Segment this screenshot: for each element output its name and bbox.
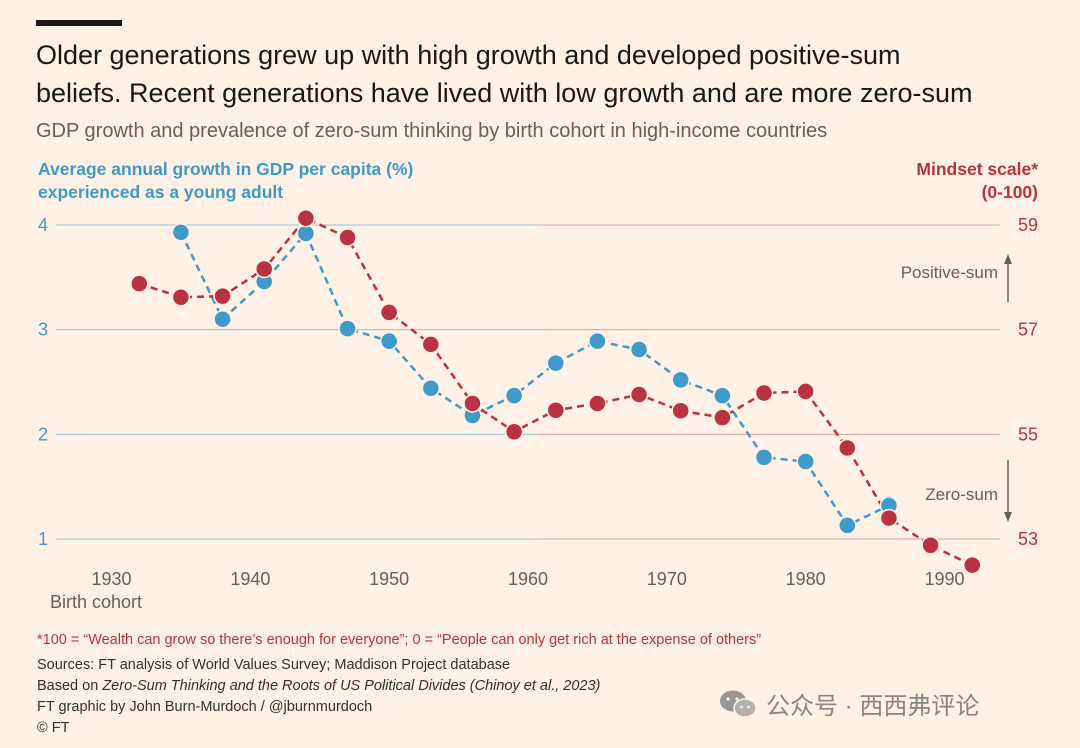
x-tick-label: 1970	[647, 569, 687, 589]
growth-point	[713, 386, 732, 405]
annotations: Positive-sum Zero-sum	[901, 254, 1012, 522]
watermark-text: 公众号 · 西西弗评论	[766, 693, 980, 720]
copyright-line: © FT	[37, 720, 70, 736]
chart-subtitle: GDP growth and prevalence of zero-sum th…	[36, 120, 828, 142]
growth-point	[171, 223, 191, 242]
growth-point	[421, 379, 441, 398]
x-tick-label: 1930	[92, 569, 132, 589]
annotation-positive-sum: Positive-sum	[901, 263, 998, 282]
y-left-tick-label: 3	[38, 320, 48, 340]
left-axis-title-line-2: experienced as a young adult	[38, 182, 284, 202]
growth-point	[213, 309, 232, 329]
right-axis-title-line-1: Mindset scale*	[916, 159, 1038, 179]
mindset-point	[962, 555, 982, 575]
sources-block: Sources: FT analysis of World Values Sur…	[37, 655, 600, 739]
mindset-point	[879, 508, 899, 528]
growth-point	[671, 370, 690, 390]
mindset-point	[463, 394, 482, 413]
growth-point	[588, 331, 607, 351]
right-axis-title-line-2: (0-100)	[981, 182, 1038, 202]
credit-line: FT graphic by John Burn-Murdoch / @jburn…	[37, 699, 373, 715]
growth-point	[338, 319, 357, 338]
mindset-point	[504, 422, 524, 441]
y-right-tick-label: 53	[1018, 529, 1038, 549]
growth-point	[838, 516, 857, 535]
y-left-tick-label: 1	[38, 529, 48, 549]
wechat-icon	[720, 690, 757, 718]
paper-citation: Zero-Sum Thinking and the Roots of US Po…	[102, 678, 601, 694]
x-tick-label: 1960	[508, 569, 548, 589]
based-on-prefix: Based on	[37, 678, 103, 694]
mindset-point	[296, 208, 316, 228]
wechat-watermark: 公众号 · 西西弗评论	[718, 686, 979, 721]
mindset-point	[254, 259, 274, 279]
growth-point	[754, 448, 774, 467]
chart-svg: 1 53 2 55 3 57 4 59 1930 1940 1950 1960 1970 1980 1990…	[38, 208, 1038, 612]
title-line-2: beliefs. Recent generations have lived w…	[36, 78, 973, 108]
growth-point	[504, 386, 524, 405]
footnote: *100 = “Wealth can grow so there’s enoug…	[37, 632, 762, 648]
mindset-point	[171, 287, 191, 307]
y-left-tick-label: 4	[38, 215, 48, 235]
mindset-point	[671, 401, 690, 421]
growth-point	[629, 340, 649, 359]
growth-point	[379, 331, 399, 351]
mindset-point	[421, 335, 441, 354]
sources-line: Sources: FT analysis of World Values Sur…	[37, 657, 511, 673]
mindset-point	[130, 274, 149, 293]
gridlines	[56, 224, 1000, 540]
x-tick-label: 1950	[369, 569, 409, 589]
mindset-point	[921, 536, 940, 555]
annotation-zero-sum: Zero-sum	[925, 485, 998, 504]
arrow-down-icon	[1004, 460, 1012, 522]
mindset-point	[338, 228, 357, 247]
mindset-point	[838, 438, 857, 458]
right-axis-title: Mindset scale* (0-100)	[916, 158, 1038, 204]
y-right-tick-label: 55	[1018, 424, 1038, 444]
x-tick-label: 1940	[230, 569, 270, 589]
y-right-tick-label: 57	[1018, 320, 1038, 340]
y-left-tick-label: 2	[38, 424, 48, 444]
mindset-point	[796, 382, 815, 401]
x-tick-label: 1990	[924, 569, 964, 589]
mindset-point	[713, 408, 732, 427]
mindset-point	[629, 385, 649, 404]
ft-top-bar	[36, 20, 122, 26]
title-line-1: Older generations grew up with high grow…	[36, 40, 901, 70]
left-axis-title-line-1: Average annual growth in GDP per capita …	[38, 159, 414, 179]
chart-title: Older generations grew up with high grow…	[36, 36, 1056, 112]
growth-point	[796, 452, 815, 471]
tick-labels: 1 53 2 55 3 57 4 59 1930 1940 1950 1960 1970 1980 1990	[38, 215, 1038, 589]
mindset-point	[546, 401, 566, 420]
growth-line	[179, 231, 890, 527]
series-layer	[130, 208, 982, 575]
left-axis-title: Average annual growth in GDP per capita …	[38, 158, 413, 204]
mindset-point	[754, 383, 774, 403]
mindset-point	[588, 394, 607, 413]
based-on-line: Based on Zero-Sum Thinking and the Roots…	[37, 676, 600, 697]
mindset-point	[379, 303, 399, 322]
mindset-point	[213, 286, 232, 306]
arrow-up-icon	[1004, 254, 1012, 302]
x-axis-title: Birth cohort	[50, 592, 142, 612]
y-right-tick-label: 59	[1018, 215, 1038, 235]
growth-point	[546, 353, 566, 373]
x-tick-label: 1980	[786, 569, 826, 589]
